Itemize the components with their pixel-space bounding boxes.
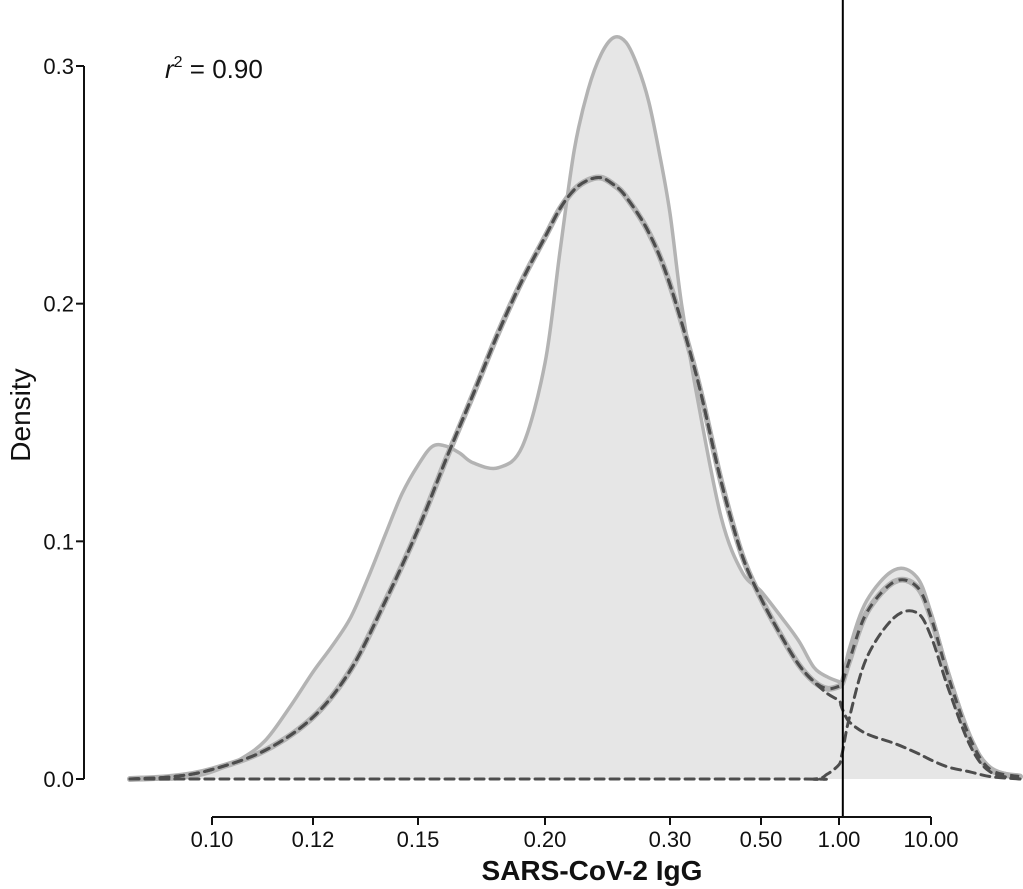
mixture-component-1-line — [128, 175, 1022, 781]
r-squared-exponent: 2 — [174, 54, 183, 71]
y-axis-title: Density — [5, 368, 36, 461]
y-tick-label: 0.3 — [43, 54, 74, 79]
y-ticks: 0.0 0.1 0.2 0.3 — [43, 54, 84, 792]
r-squared-symbol: r — [165, 54, 175, 84]
x-tick-label: 0.20 — [524, 827, 567, 852]
x-tick-label: 0.10 — [191, 827, 234, 852]
plot-area — [127, 0, 1023, 818]
x-axis-title: SARS-CoV-2 IgG — [482, 855, 703, 886]
x-tick-label: 0.50 — [740, 827, 783, 852]
x-tick-label: 0.15 — [397, 827, 440, 852]
r-squared-annotation: r2 = 0.90 — [165, 54, 263, 84]
y-axis: 0.0 0.1 0.2 0.3 — [43, 54, 85, 792]
x-tick-label: 0.12 — [292, 827, 335, 852]
x-tick-label: 1.00 — [818, 827, 861, 852]
x-tick-label: 0.30 — [649, 827, 692, 852]
y-tick-label: 0.0 — [43, 767, 74, 792]
x-ticks: 0.10 0.12 0.15 0.20 0.30 0.50 1.00 10.00 — [191, 817, 959, 852]
x-tick-label: 10.00 — [903, 827, 958, 852]
r-squared-value: = 0.90 — [183, 54, 263, 84]
series-layer — [127, 34, 1023, 782]
x-axis: 0.10 0.12 0.15 0.20 0.30 0.50 1.00 10.00 — [191, 816, 959, 852]
y-tick-label: 0.2 — [43, 292, 74, 317]
y-tick-label: 0.1 — [43, 529, 74, 554]
empirical-density-area — [130, 36, 1020, 780]
